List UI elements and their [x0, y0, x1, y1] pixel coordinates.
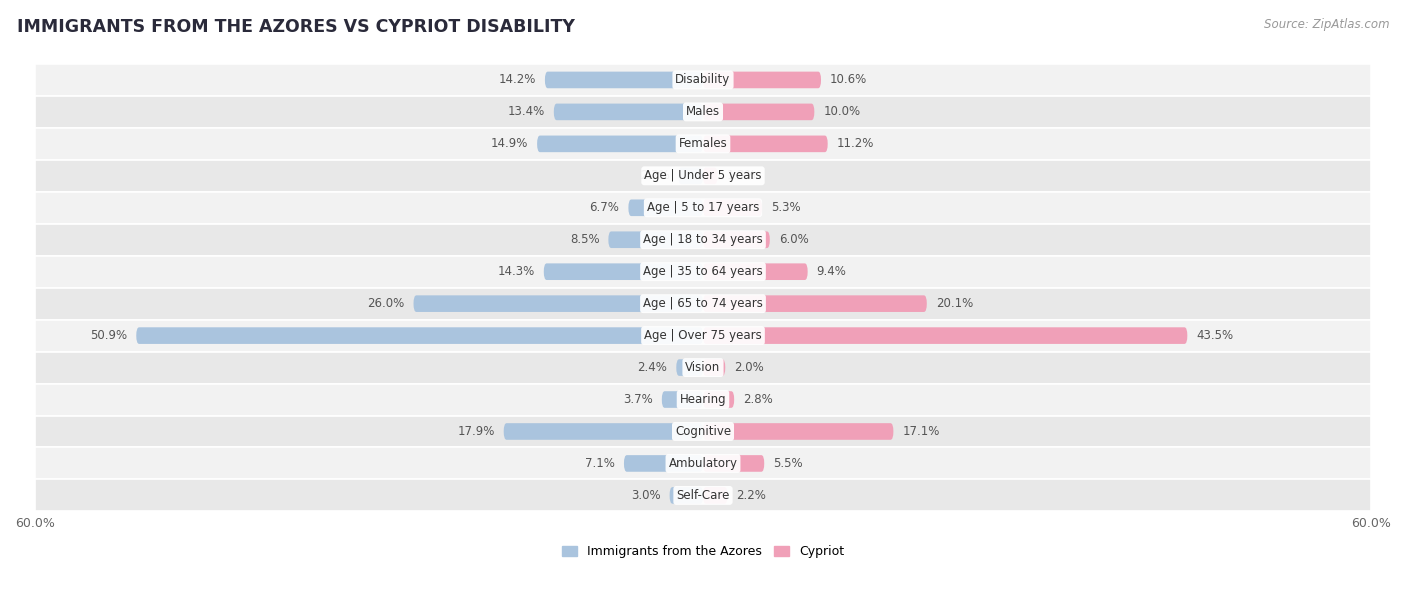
Bar: [35, 319, 1371, 351]
Text: IMMIGRANTS FROM THE AZORES VS CYPRIOT DISABILITY: IMMIGRANTS FROM THE AZORES VS CYPRIOT DI…: [17, 18, 575, 36]
Text: Hearing: Hearing: [679, 393, 727, 406]
Text: 5.5%: 5.5%: [773, 457, 803, 470]
Bar: [35, 224, 1371, 256]
FancyBboxPatch shape: [537, 135, 703, 152]
Text: 2.8%: 2.8%: [744, 393, 773, 406]
Text: 13.4%: 13.4%: [508, 105, 546, 118]
Bar: [35, 288, 1371, 319]
Bar: [35, 160, 1371, 192]
Bar: [35, 384, 1371, 416]
Bar: [35, 351, 1371, 384]
FancyBboxPatch shape: [669, 487, 703, 504]
Text: 2.2%: 2.2%: [737, 489, 766, 502]
Bar: [35, 192, 1371, 224]
Text: Males: Males: [686, 105, 720, 118]
Text: 11.2%: 11.2%: [837, 137, 875, 151]
Bar: [35, 128, 1371, 160]
FancyBboxPatch shape: [546, 72, 703, 88]
FancyBboxPatch shape: [703, 231, 770, 248]
Text: 2.2%: 2.2%: [640, 170, 669, 182]
Text: 9.4%: 9.4%: [817, 265, 846, 278]
Bar: [35, 96, 1371, 128]
FancyBboxPatch shape: [676, 359, 703, 376]
Text: 3.7%: 3.7%: [623, 393, 652, 406]
Text: 14.2%: 14.2%: [499, 73, 536, 86]
FancyBboxPatch shape: [703, 423, 893, 440]
FancyBboxPatch shape: [679, 168, 703, 184]
Text: Age | 5 to 17 years: Age | 5 to 17 years: [647, 201, 759, 214]
Text: 5.3%: 5.3%: [770, 201, 800, 214]
Text: 17.1%: 17.1%: [903, 425, 939, 438]
Text: Females: Females: [679, 137, 727, 151]
Text: 14.3%: 14.3%: [498, 265, 534, 278]
Text: Vision: Vision: [685, 361, 721, 374]
Text: 3.0%: 3.0%: [631, 489, 661, 502]
FancyBboxPatch shape: [703, 391, 734, 408]
FancyBboxPatch shape: [703, 168, 717, 184]
Text: Age | Under 5 years: Age | Under 5 years: [644, 170, 762, 182]
FancyBboxPatch shape: [703, 103, 814, 120]
FancyBboxPatch shape: [662, 391, 703, 408]
Text: Age | 65 to 74 years: Age | 65 to 74 years: [643, 297, 763, 310]
FancyBboxPatch shape: [703, 487, 727, 504]
Text: Cognitive: Cognitive: [675, 425, 731, 438]
FancyBboxPatch shape: [136, 327, 703, 344]
FancyBboxPatch shape: [703, 72, 821, 88]
Text: 26.0%: 26.0%: [367, 297, 405, 310]
FancyBboxPatch shape: [609, 231, 703, 248]
Bar: [35, 416, 1371, 447]
FancyBboxPatch shape: [703, 359, 725, 376]
Text: 2.4%: 2.4%: [637, 361, 668, 374]
Text: Age | 35 to 64 years: Age | 35 to 64 years: [643, 265, 763, 278]
FancyBboxPatch shape: [703, 135, 828, 152]
FancyBboxPatch shape: [554, 103, 703, 120]
Text: 1.3%: 1.3%: [727, 170, 756, 182]
Text: 6.7%: 6.7%: [589, 201, 620, 214]
Bar: [35, 64, 1371, 96]
FancyBboxPatch shape: [503, 423, 703, 440]
Bar: [35, 256, 1371, 288]
FancyBboxPatch shape: [703, 200, 762, 216]
Text: Source: ZipAtlas.com: Source: ZipAtlas.com: [1264, 18, 1389, 31]
Text: 7.1%: 7.1%: [585, 457, 614, 470]
Text: Age | Over 75 years: Age | Over 75 years: [644, 329, 762, 342]
Text: 10.6%: 10.6%: [830, 73, 868, 86]
FancyBboxPatch shape: [413, 296, 703, 312]
FancyBboxPatch shape: [544, 263, 703, 280]
Text: 50.9%: 50.9%: [90, 329, 128, 342]
FancyBboxPatch shape: [703, 327, 1187, 344]
Text: 14.9%: 14.9%: [491, 137, 529, 151]
Legend: Immigrants from the Azores, Cypriot: Immigrants from the Azores, Cypriot: [557, 540, 849, 563]
Text: 43.5%: 43.5%: [1197, 329, 1233, 342]
Text: Age | 18 to 34 years: Age | 18 to 34 years: [643, 233, 763, 246]
FancyBboxPatch shape: [628, 200, 703, 216]
Text: 8.5%: 8.5%: [569, 233, 599, 246]
Bar: [35, 447, 1371, 479]
Text: Ambulatory: Ambulatory: [668, 457, 738, 470]
Text: Self-Care: Self-Care: [676, 489, 730, 502]
FancyBboxPatch shape: [624, 455, 703, 472]
Bar: [35, 479, 1371, 512]
Text: 17.9%: 17.9%: [457, 425, 495, 438]
FancyBboxPatch shape: [703, 263, 807, 280]
Text: 10.0%: 10.0%: [824, 105, 860, 118]
FancyBboxPatch shape: [703, 455, 765, 472]
Text: 20.1%: 20.1%: [936, 297, 973, 310]
Text: 2.0%: 2.0%: [734, 361, 763, 374]
Text: 6.0%: 6.0%: [779, 233, 808, 246]
FancyBboxPatch shape: [703, 296, 927, 312]
Text: Disability: Disability: [675, 73, 731, 86]
